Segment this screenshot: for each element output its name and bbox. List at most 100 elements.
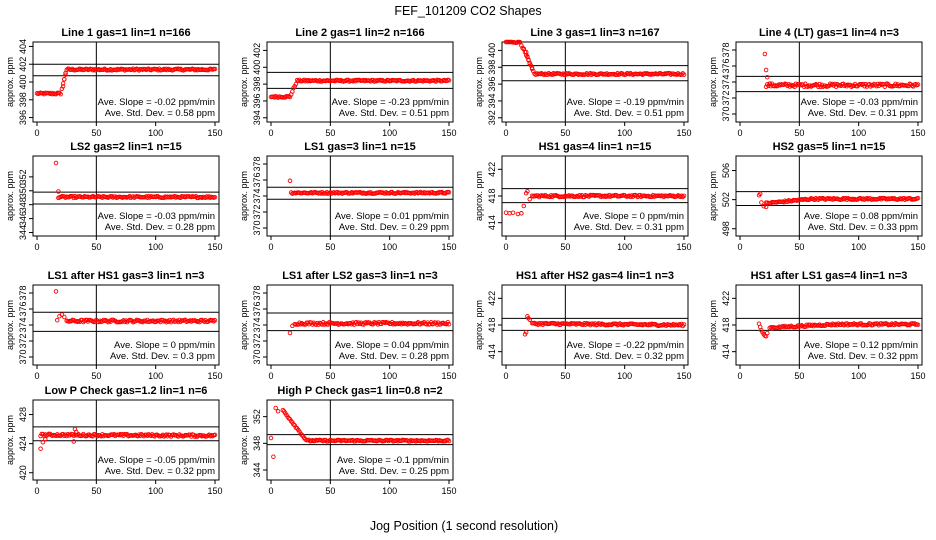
data-point [759, 200, 764, 205]
y-tick-label: 370 [252, 349, 262, 364]
y-tick-label: 394 [252, 110, 262, 125]
x-tick-label: 100 [617, 371, 632, 381]
x-tick-label: 0 [268, 242, 273, 252]
data-point [763, 204, 769, 210]
data-point [761, 203, 766, 209]
data-point [212, 432, 218, 438]
y-tick-label: 352 [252, 409, 262, 424]
x-tick-label: 50 [794, 371, 804, 381]
x-tick-label: 50 [325, 242, 335, 252]
y-tick-label: 392 [487, 110, 497, 125]
x-tick-label: 50 [794, 242, 804, 252]
data-point [520, 45, 525, 51]
series-points [34, 66, 218, 97]
data-point [679, 72, 684, 77]
data-point [275, 409, 281, 414]
data-point [915, 82, 921, 87]
data-point [54, 317, 60, 323]
data-point [521, 203, 527, 209]
y-tick-label: 394 [487, 93, 497, 108]
data-point [210, 317, 215, 323]
panel-2: Line 2 gas=1 lin=2 n=166 0 50 100 150 394 3963… [239, 27, 457, 138]
std-dev-annotation: Ave. Std. Dev. = 0.29 ppm [339, 222, 449, 233]
data-point [681, 193, 687, 199]
y-tick-label: 418 [721, 317, 731, 332]
y-tick-label: 378 [721, 42, 731, 57]
data-point [418, 321, 423, 327]
x-tick-label: 50 [91, 242, 101, 252]
slope-annotation: Ave. Slope = -0.05 ppm/min [98, 455, 215, 466]
series-points [38, 426, 218, 451]
data-point [528, 63, 534, 68]
y-tick-label: 372 [18, 333, 28, 348]
y-tick-label: 348 [18, 197, 28, 212]
std-dev-annotation: Ave. Std. Dev. = 0.3 ppm [110, 351, 215, 362]
y-axis-label: approx. ppm [239, 171, 249, 221]
data-point [446, 438, 452, 444]
panel-7: HS1 gas=4 lin=1 n=15 0 50 100 150 414 418 422ap… [474, 141, 692, 252]
data-point [59, 86, 65, 92]
std-dev-annotation: Ave. Std. Dev. = 0.32 ppm [574, 351, 684, 362]
std-dev-annotation: Ave. Std. Dev. = 0.25 ppm [339, 466, 449, 477]
std-dev-annotation: Ave. Std. Dev. = 0.32 ppm [808, 351, 918, 362]
x-tick-label: 150 [207, 371, 222, 381]
x-tick-label: 100 [382, 128, 397, 138]
data-point [62, 433, 67, 439]
y-axis-label: approx. ppm [5, 57, 15, 107]
slope-annotation: Ave. Slope = -0.23 ppm/min [332, 97, 449, 108]
y-axis-label: approx. ppm [239, 415, 249, 465]
data-point [757, 191, 763, 197]
data-point [53, 289, 59, 294]
data-point [681, 322, 687, 327]
series-points [287, 178, 452, 196]
data-point [507, 211, 512, 216]
data-point [835, 82, 840, 87]
series-points [53, 289, 218, 325]
plot-frame [735, 155, 923, 237]
data-point [510, 210, 516, 215]
x-tick-label: 150 [910, 242, 925, 252]
slope-annotation: Ave. Slope = 0.08 ppm/min [804, 211, 918, 222]
data-point [870, 322, 876, 328]
y-tick-label: 422 [487, 162, 497, 177]
x-tick-label: 50 [325, 486, 335, 496]
y-tick-label: 370 [18, 349, 28, 364]
y-tick-label: 398 [487, 60, 497, 75]
slope-annotation: Ave. Slope = -0.22 ppm/min [567, 340, 684, 351]
data-point [58, 91, 63, 97]
x-tick-label: 150 [207, 128, 222, 138]
x-tick-label: 0 [34, 242, 39, 252]
data-point [503, 210, 509, 215]
y-tick-label: 372 [252, 204, 262, 219]
panel-title: LS1 after LS2 gas=3 lin=1 n=3 [282, 270, 438, 282]
plot-frame [266, 399, 454, 481]
std-dev-annotation: Ave. Std. Dev. = 0.32 ppm [105, 466, 215, 477]
data-point [71, 439, 77, 444]
y-tick-label: 400 [487, 43, 497, 58]
x-tick-label: 50 [560, 128, 570, 138]
data-point [767, 81, 772, 87]
x-tick-label: 50 [91, 371, 101, 381]
y-tick-label: 414 [721, 344, 731, 359]
data-point [297, 429, 302, 434]
y-tick-label: 418 [487, 188, 497, 203]
y-tick-label: 344 [18, 225, 28, 240]
data-point [446, 190, 452, 195]
y-axis-label: approx. ppm [708, 171, 718, 221]
y-tick-label: 372 [721, 90, 731, 105]
series-points [268, 405, 452, 459]
panel-title: Line 2 gas=1 lin=2 n=166 [295, 27, 424, 39]
std-dev-annotation: Ave. Std. Dev. = 0.28 ppm [105, 222, 215, 233]
std-dev-annotation: Ave. Std. Dev. = 0.51 ppm [339, 108, 449, 119]
data-point [298, 431, 303, 437]
data-point [348, 320, 353, 326]
data-point [212, 66, 218, 72]
y-tick-label: 346 [18, 211, 28, 226]
y-tick-label: 506 [721, 163, 731, 178]
std-dev-annotation: Ave. Std. Dev. = 0.31 ppm [574, 222, 684, 233]
data-point [763, 84, 769, 90]
panel-12: HS1 after LS1 gas=4 lin=1 n=3 0 50 100 150 41… [708, 270, 926, 381]
x-tick-label: 0 [503, 128, 508, 138]
data-point [515, 211, 521, 217]
